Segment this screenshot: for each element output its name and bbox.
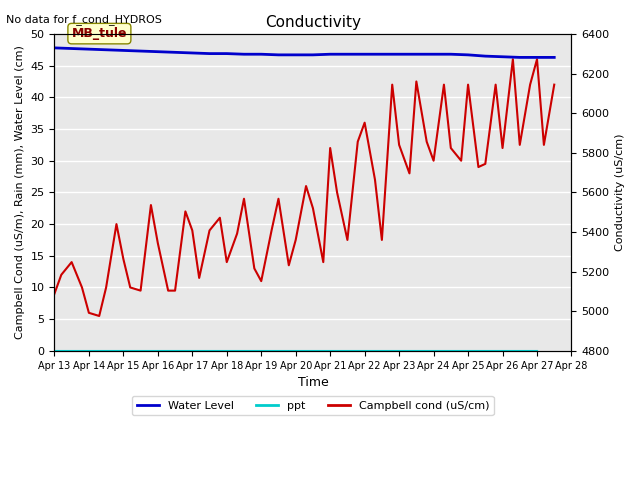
Y-axis label: Campbell Cond (uS/m), Rain (mm), Water Level (cm): Campbell Cond (uS/m), Rain (mm), Water L…: [15, 46, 25, 339]
Y-axis label: Conductivity (uS/cm): Conductivity (uS/cm): [615, 133, 625, 251]
Text: MB_tule: MB_tule: [72, 27, 127, 40]
Text: No data for f_cond_HYDROS: No data for f_cond_HYDROS: [6, 14, 163, 25]
X-axis label: Time: Time: [298, 376, 328, 389]
Legend: Water Level, ppt, Campbell cond (uS/cm): Water Level, ppt, Campbell cond (uS/cm): [132, 396, 493, 415]
Title: Conductivity: Conductivity: [265, 15, 361, 30]
